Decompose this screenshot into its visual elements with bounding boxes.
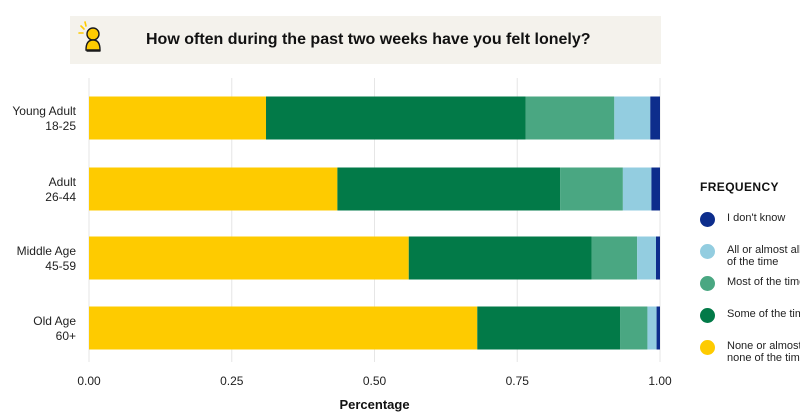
bar-segment: [614, 96, 651, 140]
legend-item-all-of-the-time: All or almost all of the time: [700, 244, 800, 271]
bar-segment: [525, 96, 615, 140]
bar-segment: [477, 306, 621, 350]
bar-segment: [266, 96, 526, 140]
bar-segment: [651, 167, 660, 211]
legend-label: Some of the time: [727, 308, 800, 320]
bar-segment: [620, 306, 648, 350]
chart-title-bar: How often during the past two weeks have…: [70, 16, 661, 64]
bar-segment: [637, 236, 657, 280]
x-axis-label: Percentage: [339, 397, 409, 412]
bar-segment: [650, 96, 660, 140]
x-tick-label: 0.25: [220, 374, 244, 388]
legend-dot: [700, 340, 715, 355]
lonely-person-icon: [78, 21, 101, 52]
bar-segment: [560, 167, 623, 211]
bar-segment: [337, 167, 561, 211]
chart-title: How often during the past two weeks have…: [146, 31, 591, 48]
x-tick-label: 1.00: [648, 374, 672, 388]
category-label: Young Adult 18-25: [12, 104, 76, 133]
legend-label: All or almost all of the time: [727, 244, 800, 268]
legend-item-dont-know: I don't know: [700, 212, 800, 239]
bar-segment: [89, 96, 267, 140]
bar-segment: [408, 236, 592, 280]
category-label: Adult 26-44: [45, 175, 76, 204]
bar-segment: [656, 306, 660, 350]
legend-item-most-of-the-time: Most of the time: [700, 276, 800, 303]
legend-label: None or almost none of the time: [727, 340, 800, 364]
bar-segment: [622, 167, 652, 211]
bar-segment: [591, 236, 638, 280]
legend-dot: [700, 244, 715, 259]
legend-label: Most of the time: [727, 276, 800, 288]
category-label: Old Age 60+: [33, 314, 76, 343]
bar-segment: [656, 236, 660, 280]
legend-title: FREQUENCY: [700, 180, 779, 194]
legend-item-some-of-the-time: Some of the time: [700, 308, 800, 335]
legend: FREQUENCY I don't know All or almost all…: [700, 180, 800, 372]
bar-segment: [647, 306, 657, 350]
x-tick-label: 0.75: [506, 374, 530, 388]
legend-label: I don't know: [727, 212, 786, 224]
legend-dot: [700, 212, 715, 227]
x-tick-label: 0.50: [363, 374, 387, 388]
legend-item-none-of-the-time: None or almost none of the time: [700, 340, 800, 367]
category-label: Middle Age 45-59: [17, 244, 77, 273]
bar-segment: [89, 236, 409, 280]
bar-segment: [89, 306, 478, 350]
legend-dot: [700, 276, 715, 291]
x-tick-label: 0.00: [77, 374, 101, 388]
legend-dot: [700, 308, 715, 323]
bar-segment: [89, 167, 338, 211]
